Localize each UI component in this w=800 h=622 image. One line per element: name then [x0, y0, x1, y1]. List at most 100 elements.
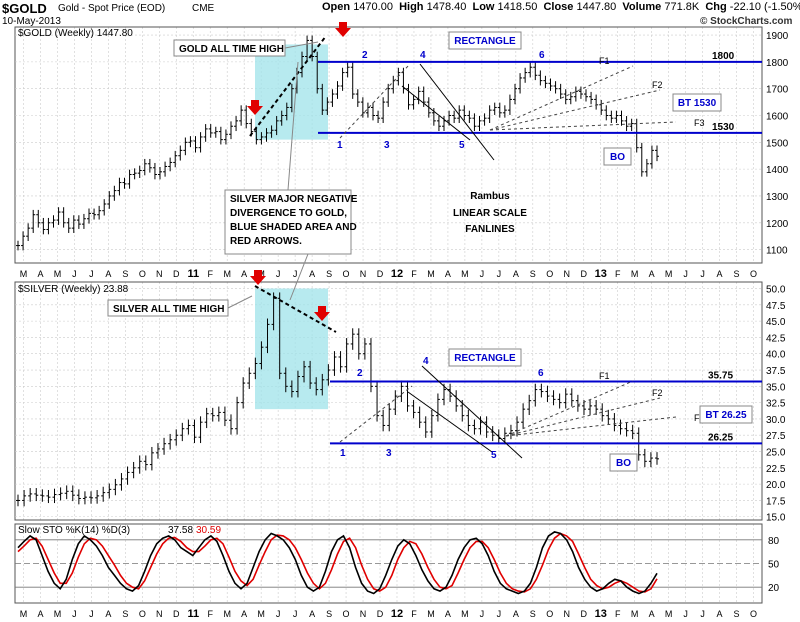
gold-bar — [168, 157, 173, 172]
gold-bar — [229, 121, 233, 140]
gold-bar — [411, 94, 416, 110]
gold-bar — [350, 62, 355, 99]
silver-bar — [265, 318, 270, 354]
gold-bar — [284, 102, 289, 121]
gold-bar — [254, 126, 259, 145]
gold-bar — [563, 89, 568, 105]
gold-bar — [381, 97, 386, 124]
gold-bar — [87, 208, 91, 224]
gold-bar — [629, 118, 634, 132]
divergence-callout-text: DIVERGENCE TO GOLD, — [230, 208, 347, 219]
month-label-gold: A — [649, 269, 655, 279]
gold-bar — [26, 223, 31, 242]
gold-bar — [492, 102, 497, 115]
high-label: High — [399, 1, 424, 13]
silver-bar — [277, 292, 282, 380]
silver-bar — [448, 383, 453, 402]
silver-channel-lower — [407, 391, 493, 453]
silver-point-label: 2 — [357, 368, 363, 379]
silver-bar — [76, 489, 81, 505]
gold-y-tick: 1500 — [766, 138, 789, 149]
gold-bar — [132, 168, 137, 180]
month-label-sto: A — [309, 609, 315, 619]
gold-y-tick: 1200 — [766, 219, 789, 230]
silver-bar — [588, 400, 593, 416]
silver-y-tick: 27.5 — [766, 431, 786, 442]
gold-y-tick: 1300 — [766, 192, 789, 203]
gold-red-arrow-1 — [247, 100, 263, 115]
month-label-sto: M — [54, 609, 62, 619]
month-label-gold: F — [615, 269, 621, 279]
silver-bar — [247, 367, 252, 389]
month-label-sto: 12 — [391, 608, 403, 620]
silver-bar — [143, 455, 148, 471]
gold-bar — [203, 124, 208, 142]
silver-bar — [411, 400, 416, 419]
silver-rectangle-label: RECTANGLE — [448, 348, 522, 367]
gold-bar — [244, 105, 249, 129]
gold-bar — [376, 110, 381, 124]
month-label-sto: M — [257, 609, 265, 619]
month-label-sto: S — [734, 609, 740, 619]
month-label-sto: J — [276, 609, 281, 619]
gold-level-1800: 1800 — [712, 51, 735, 62]
month-label-sto: N — [156, 609, 163, 619]
gold-channel-lower — [401, 85, 471, 141]
gold-bar — [46, 217, 51, 235]
gold-y-tick: 1400 — [766, 165, 789, 176]
silver-y-tick: 50.0 — [766, 285, 786, 296]
month-label-sto: A — [513, 609, 519, 619]
silver-bar — [600, 403, 605, 422]
gold-bar — [310, 35, 315, 62]
gold-bar — [61, 207, 66, 228]
gold-bar — [482, 113, 487, 126]
gold-fan-label: F1 — [599, 56, 610, 66]
gold-bt-callout: BT 1530 — [672, 93, 722, 112]
gold-bar — [51, 215, 56, 228]
month-label-sto: A — [649, 609, 655, 619]
gold-bar — [386, 83, 391, 107]
month-label-sto: A — [241, 609, 247, 619]
month-label-sto: A — [445, 609, 451, 619]
month-label-sto: O — [139, 609, 146, 619]
silver-bar — [107, 483, 112, 499]
silver-bar — [82, 491, 87, 505]
gold-bo-callout-text: BO — [610, 152, 625, 163]
month-label-sto: O — [546, 609, 553, 619]
month-label-sto: J — [72, 609, 77, 619]
silver-bar — [308, 360, 313, 389]
gold-bar — [269, 125, 274, 138]
silver-bar — [125, 466, 130, 485]
instrument-name: Gold - Spot Price (EOD) — [58, 3, 166, 14]
sto-k-value: 37.58 — [168, 525, 193, 536]
month-label-sto: 11 — [187, 608, 199, 620]
gold-bar — [320, 83, 325, 115]
month-label-sto: M — [461, 609, 469, 619]
gold-bar — [518, 73, 523, 94]
silver-bar — [484, 416, 489, 438]
month-label-gold: A — [241, 269, 247, 279]
silver-bar — [289, 380, 294, 398]
silver-bar — [52, 488, 57, 504]
month-label-sto: D — [377, 609, 384, 619]
close-label: Close — [543, 1, 574, 13]
volume-value: 771.8K — [664, 1, 700, 13]
silver-bar — [131, 461, 136, 479]
silver-bar — [508, 424, 513, 440]
silver-bar — [119, 473, 124, 491]
gold-bar — [497, 102, 502, 118]
gold-point-label: 1 — [337, 140, 343, 151]
gold-bar — [604, 105, 609, 121]
silver-bar — [624, 422, 629, 437]
silver-bar — [95, 490, 100, 504]
note-linear-scale: LINEAR SCALE — [453, 208, 527, 219]
gold-bar — [619, 110, 624, 126]
silver-bar — [34, 488, 39, 502]
gold-bar — [71, 215, 76, 233]
silver-bar — [545, 385, 550, 402]
silver-bar — [168, 433, 173, 450]
silver-bar — [648, 452, 653, 468]
silver-bar — [180, 422, 185, 442]
silver-bar — [569, 388, 574, 407]
